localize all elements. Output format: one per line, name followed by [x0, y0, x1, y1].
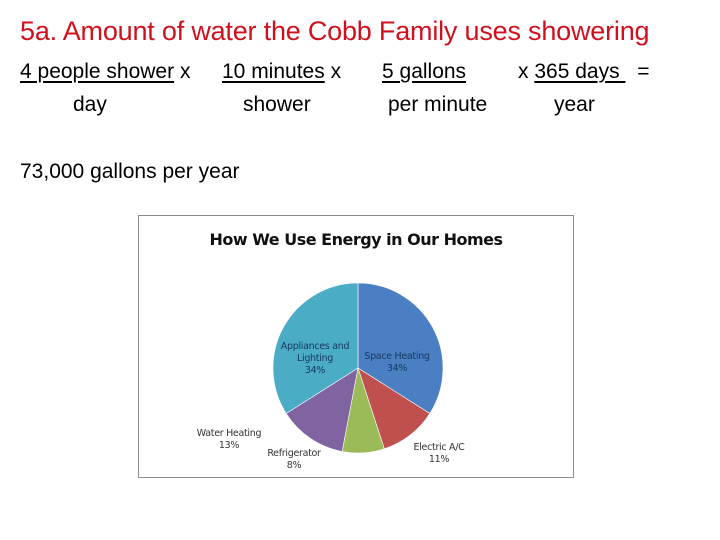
pie-chart: How We Use Energy in Our Homes Appliance… — [138, 215, 574, 478]
result-text: 73,000 gallons per year — [20, 160, 240, 183]
chart-title: How We Use Energy in Our Homes — [209, 230, 503, 249]
operator-3: x — [518, 60, 529, 83]
wedge-appliances-lighting — [272, 282, 359, 414]
term-1-numerator: 4 people shower — [20, 60, 175, 83]
slide-title: 5a. Amount of water the Cobb Family uses… — [20, 16, 650, 46]
term-3-numerator: 5 gallons — [382, 60, 467, 83]
operator-4: = — [637, 60, 650, 83]
term-4-numerator-wrap: x 365 days = — [518, 60, 650, 84]
operator-2: x — [330, 60, 342, 83]
term-4-numerator: 365 days — [534, 60, 620, 83]
wedge-space-heating — [357, 282, 444, 414]
label-space-heating: Space Heating 34% — [364, 351, 430, 374]
label-water-heating: Water Heating 13% — [196, 428, 262, 451]
term-4-denominator: year — [554, 93, 595, 116]
operator-1: x — [179, 60, 191, 83]
term-3-numerator-wrap: 5 gallons — [382, 60, 466, 84]
label-appliances-lighting: Appliances and Lighting 34% — [280, 341, 350, 376]
term-2-numerator-wrap: 10 minutes x — [222, 60, 341, 84]
equation-numerators: 4 people shower x — [20, 60, 190, 84]
label-electric-ac: Electric A/C 11% — [413, 442, 465, 465]
term-2-denominator: shower — [243, 93, 311, 116]
wedge-water-heating — [285, 367, 359, 452]
term-2-numerator: 10 minutes — [222, 60, 325, 83]
term-1-denominator: day — [73, 93, 107, 116]
label-refrigerator: Refrigerator 8% — [267, 448, 321, 471]
pie-svg — [272, 282, 444, 454]
term-3-denominator: per minute — [388, 93, 488, 116]
